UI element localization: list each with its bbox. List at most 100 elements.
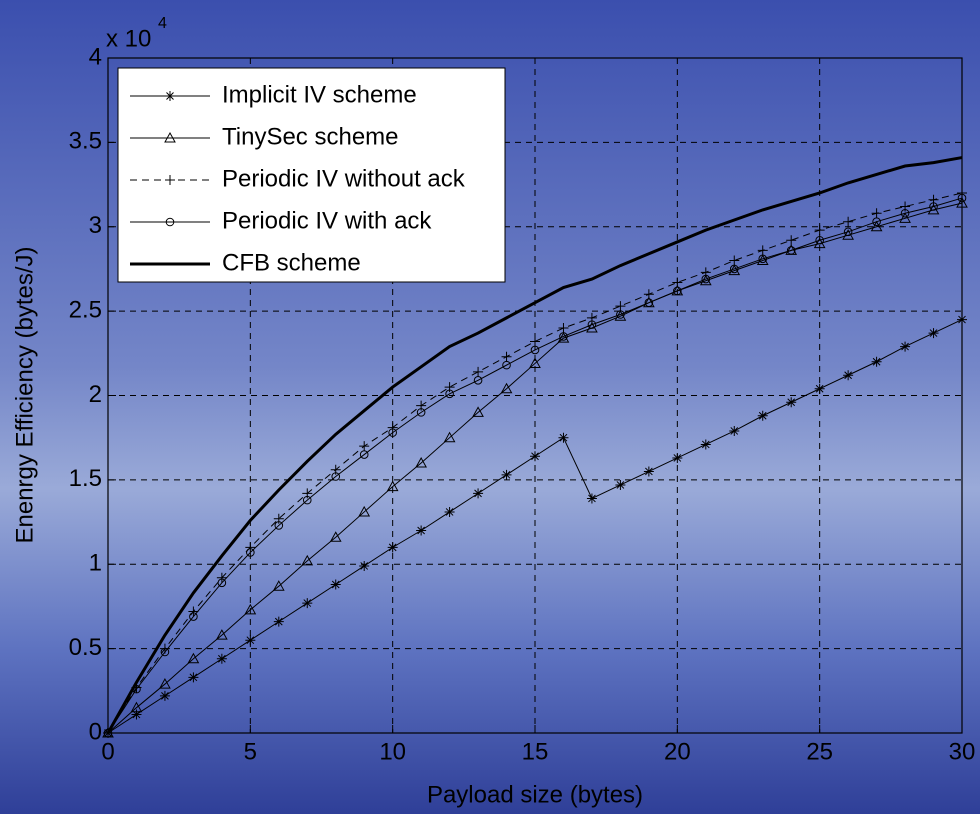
marker-plus xyxy=(188,606,199,617)
marker-triangle xyxy=(386,480,399,492)
marker-plus xyxy=(615,301,626,312)
legend: Implicit IV scheme TinySec scheme Periodic… xyxy=(117,67,506,283)
marker-star xyxy=(330,579,341,590)
marker-plus xyxy=(165,175,175,185)
marker-star xyxy=(586,493,597,504)
marker-star xyxy=(786,397,797,408)
marker-circle xyxy=(729,264,739,274)
marker-star xyxy=(188,672,199,683)
y-tick-label: 3.5 xyxy=(69,128,102,155)
legend-label: Periodic IV without ack xyxy=(222,165,466,192)
x-tick-label: 25 xyxy=(806,738,833,765)
marker-plus xyxy=(729,255,740,266)
plot-frame xyxy=(107,57,963,734)
marker-plus xyxy=(387,422,398,433)
marker-star xyxy=(359,560,370,571)
marker-star xyxy=(900,341,911,352)
marker-star xyxy=(387,542,398,553)
legend-label: CFB scheme xyxy=(222,249,361,276)
marker-circle xyxy=(160,647,170,657)
marker-circle xyxy=(274,521,284,530)
marker-plus xyxy=(473,366,484,377)
marker-circle xyxy=(189,612,198,621)
marker-circle xyxy=(758,254,768,264)
marker-star xyxy=(729,425,740,436)
marker-circle xyxy=(872,217,881,226)
marker-star xyxy=(444,506,455,517)
marker-triangle xyxy=(529,357,541,368)
y-scale-base: x 10 xyxy=(106,25,151,52)
marker-circle xyxy=(616,310,625,319)
marker-star xyxy=(843,370,854,381)
marker-triangle xyxy=(870,220,883,232)
marker-plus xyxy=(558,323,569,333)
marker-star xyxy=(558,432,569,443)
marker-triangle xyxy=(500,382,513,394)
marker-plus xyxy=(871,208,882,219)
marker-plus xyxy=(245,542,256,553)
marker-circle xyxy=(473,376,483,385)
marker-circle xyxy=(843,227,853,237)
marker-circle xyxy=(388,428,397,437)
marker-plus xyxy=(216,572,227,583)
marker-circle xyxy=(302,495,312,505)
marker-star xyxy=(700,439,711,450)
marker-plus xyxy=(501,351,512,362)
marker-triangle xyxy=(187,652,200,664)
marker-circle xyxy=(815,235,824,245)
marker-triangle xyxy=(358,505,371,517)
marker-star xyxy=(131,709,142,720)
marker-circle xyxy=(359,450,369,459)
marker-triangle xyxy=(956,197,968,208)
marker-star xyxy=(416,525,427,536)
x-tick-label: 20 xyxy=(664,738,691,765)
marker-star xyxy=(672,452,683,463)
marker-plus xyxy=(359,441,370,452)
y-tick-label: 2 xyxy=(89,381,102,408)
marker-star xyxy=(159,690,170,701)
marker-circle xyxy=(217,578,227,588)
marker-circle xyxy=(331,472,341,481)
marker-triangle xyxy=(415,456,427,468)
y-tick-label: 3 xyxy=(89,212,102,239)
marker-star xyxy=(216,653,227,664)
marker-star xyxy=(302,598,313,609)
marker-triangle xyxy=(329,531,342,542)
x-tick-label: 5 xyxy=(244,738,257,765)
marker-plus xyxy=(530,336,540,347)
marker-plus xyxy=(957,188,967,198)
y-tick-label: 2.5 xyxy=(69,296,102,323)
marker-circle xyxy=(559,332,568,341)
y-tick-label: 0 xyxy=(89,718,102,745)
marker-triangle xyxy=(244,603,257,615)
legend-label: Periodic IV with ack xyxy=(222,207,432,234)
y-tick-label: 1.5 xyxy=(69,465,102,492)
marker-circle xyxy=(900,208,910,218)
legend-label: TinySec scheme xyxy=(222,123,399,150)
marker-plus xyxy=(814,225,825,236)
marker-star xyxy=(273,616,284,627)
marker-star xyxy=(871,356,882,367)
y-axis-label: Enenrgy Efficiency (bytes/J) xyxy=(11,246,38,543)
marker-star xyxy=(245,635,256,646)
marker-circle xyxy=(673,286,682,296)
marker-star xyxy=(757,410,768,421)
marker-triangle xyxy=(130,701,143,713)
marker-star xyxy=(814,383,825,394)
marker-circle xyxy=(445,389,454,399)
y-tick-label: 4 xyxy=(89,43,102,70)
marker-plus xyxy=(843,216,854,227)
marker-triangle xyxy=(164,131,176,143)
marker-circle xyxy=(416,408,426,417)
series-line xyxy=(106,156,963,734)
marker-plus xyxy=(786,235,797,246)
marker-triangle xyxy=(899,212,911,223)
legend-label: Implicit IV scheme xyxy=(222,81,417,108)
marker-star xyxy=(957,314,967,325)
x-axis-label: Payload size (bytes) xyxy=(427,781,643,808)
legend-box xyxy=(117,67,506,283)
x-tick-label: 30 xyxy=(949,738,976,765)
marker-circle xyxy=(530,345,540,355)
